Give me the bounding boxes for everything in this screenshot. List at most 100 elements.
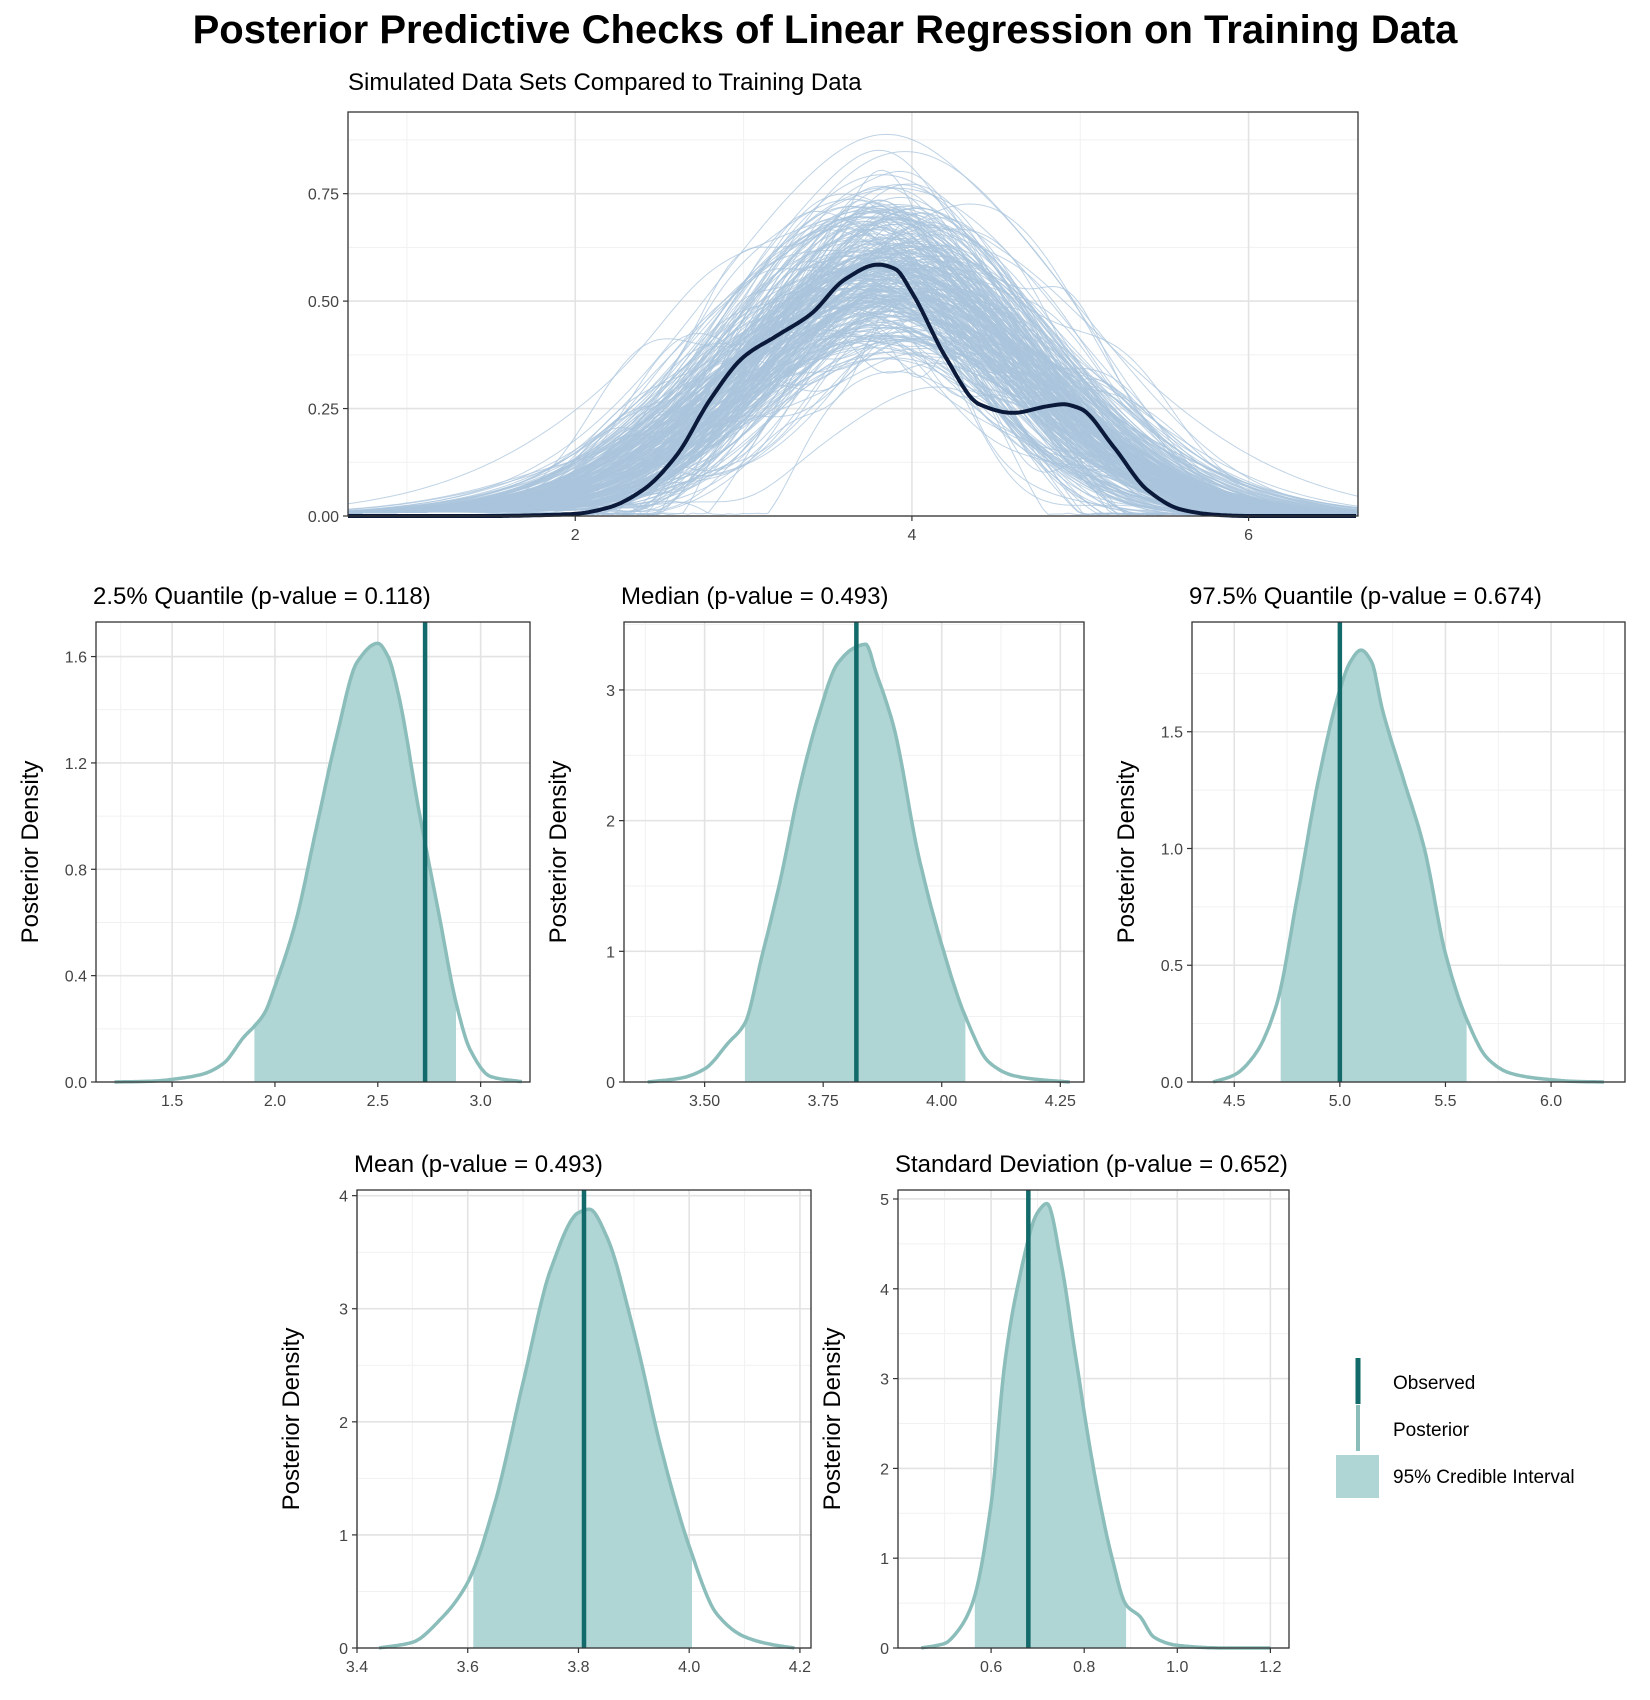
ppc-simulated-line xyxy=(348,268,1358,516)
ppc-x-tick-label: 6 xyxy=(1244,527,1253,544)
q975-x-tick-label: 6.0 xyxy=(1540,1093,1562,1110)
median-posterior-density-line xyxy=(647,642,1070,1084)
q975-y-tick-label: 1.5 xyxy=(1161,725,1183,742)
q975-credible-interval-area xyxy=(1280,650,1467,1082)
median-x-tick-label: 3.50 xyxy=(689,1093,720,1110)
q975-y-tick-label: 0.0 xyxy=(1161,1075,1183,1092)
mean-x-tick-label: 4.2 xyxy=(789,1659,811,1676)
ppc-y-tick-label: 0.25 xyxy=(308,402,339,419)
mean-x-tick-label: 4.0 xyxy=(678,1659,700,1676)
legend-ci-label: 95% Credible Interval xyxy=(1393,1467,1575,1488)
ppc-subtitle: Simulated Data Sets Compared to Training… xyxy=(348,69,862,96)
q025-y-axis-label: Posterior Density xyxy=(17,761,44,944)
ppc-simulated-line xyxy=(348,262,1358,515)
median-panel-border xyxy=(623,621,1085,1083)
mean-x-tick-label: 3.6 xyxy=(457,1659,479,1676)
q975-x-tick-label: 4.5 xyxy=(1223,1093,1245,1110)
legend-observed-label: Observed xyxy=(1393,1373,1475,1394)
q025-posterior-density-line xyxy=(114,641,523,1084)
ppc-simulated-line xyxy=(348,260,1358,514)
ppc-simulated-line xyxy=(348,193,1358,515)
ppc-x-tick-label: 2 xyxy=(571,527,580,544)
median-y-tick-label: 0 xyxy=(606,1075,615,1092)
q025-credible-interval-area xyxy=(254,643,456,1082)
mean-panel-border xyxy=(356,1189,812,1649)
q975-y-axis-label: Posterior Density xyxy=(1113,761,1140,944)
ppc-simulated-line xyxy=(348,218,1358,516)
mean-title: Mean (p-value = 0.493) xyxy=(354,1151,603,1178)
mean-x-tick-label: 3.4 xyxy=(346,1659,368,1676)
ppc-simulated-line xyxy=(348,133,1358,513)
ppc-simulated-lines xyxy=(348,133,1358,516)
median-x-tick-label: 4.25 xyxy=(1045,1093,1076,1110)
sd-y-tick-label: 4 xyxy=(880,1282,889,1299)
ppc-y-tick-label: 0.50 xyxy=(308,294,339,311)
mean-y-tick-label: 4 xyxy=(339,1189,348,1206)
q025-y-tick-label: 0.8 xyxy=(65,862,87,879)
q025-x-tick-label: 3.0 xyxy=(470,1093,492,1110)
mean-x-tick-label: 3.8 xyxy=(567,1659,589,1676)
figure-title: Posterior Predictive Checks of Linear Re… xyxy=(192,8,1458,52)
q025-y-tick-label: 1.6 xyxy=(65,650,87,667)
median-x-tick-label: 3.75 xyxy=(808,1093,839,1110)
median-y-axis-label: Posterior Density xyxy=(545,761,572,944)
sd-panel-border xyxy=(897,1189,1290,1649)
sd-y-tick-label: 0 xyxy=(880,1641,889,1658)
sd-x-tick-label: 1.0 xyxy=(1166,1659,1188,1676)
ppc-panel: 2 4 6 0.00 0.25 0.50 0.75 Simulated Data Sets C… xyxy=(308,69,1359,544)
sd-panel: 0.6 0.8 1.0 1.2 0 1 2 3 4 5 Standard Deviation (p-… xyxy=(819,1151,1290,1676)
ppc-simulated-line xyxy=(348,256,1358,513)
mean-y-axis-label: Posterior Density xyxy=(278,1328,305,1511)
legend-posterior-label: Posterior xyxy=(1393,1420,1470,1441)
ppc-simulated-line xyxy=(348,295,1358,516)
median-x-tick-label: 4.00 xyxy=(926,1093,957,1110)
sd-x-tick-label: 0.6 xyxy=(980,1659,1002,1676)
median-title: Median (p-value = 0.493) xyxy=(621,583,889,610)
ppc-simulated-line xyxy=(348,315,1358,516)
mean-y-tick-label: 1 xyxy=(339,1528,348,1545)
ppc-y-tick-label: 0.75 xyxy=(308,187,339,204)
ppc-simulated-line xyxy=(348,224,1358,516)
sd-y-tick-label: 1 xyxy=(880,1551,889,1568)
median-y-tick-label: 2 xyxy=(606,814,615,831)
q025-x-tick-label: 2.0 xyxy=(264,1093,286,1110)
sd-y-tick-label: 5 xyxy=(880,1192,889,1209)
sd-x-tick-label: 1.2 xyxy=(1259,1659,1281,1676)
ppc-simulated-line xyxy=(348,323,1358,514)
q975-panel-border xyxy=(1191,621,1626,1083)
q025-x-tick-label: 2.5 xyxy=(367,1093,389,1110)
ppc-simulated-line xyxy=(348,187,1358,513)
ppc-simulated-line xyxy=(348,294,1358,516)
q025-y-tick-label: 1.2 xyxy=(65,756,87,773)
legend: Observed Posterior 95% Credible Interval xyxy=(1336,1358,1575,1498)
mean-panel: 3.4 3.6 3.8 4.0 4.2 0 1 2 3 4 Mean (p-value = 0.49… xyxy=(278,1151,812,1676)
q975-panel: 4.5 5.0 5.5 6.0 0.0 0.5 1.0 1.5 97.5% Quantile (… xyxy=(1113,583,1626,1110)
q025-title: 2.5% Quantile (p-value = 0.118) xyxy=(93,583,431,610)
ppc-simulated-line xyxy=(348,239,1358,516)
mean-posterior-density-line xyxy=(378,1207,795,1650)
ppc-simulated-line xyxy=(348,223,1358,515)
ppc-y-tick-label: 0.00 xyxy=(308,509,339,526)
mean-y-tick-label: 3 xyxy=(339,1302,348,1319)
ppc-simulated-line xyxy=(348,244,1358,516)
median-y-tick-label: 1 xyxy=(606,944,615,961)
q975-x-tick-label: 5.5 xyxy=(1434,1093,1456,1110)
q975-y-tick-label: 0.5 xyxy=(1161,958,1183,975)
q975-posterior-density-line xyxy=(1212,648,1604,1084)
ppc-simulated-line xyxy=(348,280,1358,515)
q025-y-tick-label: 0.0 xyxy=(65,1075,87,1092)
ppc-panel-border xyxy=(347,111,1359,517)
median-y-tick-label: 3 xyxy=(606,683,615,700)
q025-y-tick-label: 0.4 xyxy=(65,969,87,986)
q025-panel-border xyxy=(95,621,531,1083)
legend-ci-key xyxy=(1336,1455,1379,1498)
sd-y-tick-label: 2 xyxy=(880,1461,889,1478)
q975-title: 97.5% Quantile (p-value = 0.674) xyxy=(1189,583,1542,610)
mean-y-tick-label: 0 xyxy=(339,1641,348,1658)
ppc-simulated-line xyxy=(348,315,1358,510)
q025-x-tick-label: 1.5 xyxy=(161,1093,183,1110)
sd-y-axis-label: Posterior Density xyxy=(819,1328,846,1511)
q975-y-tick-label: 1.0 xyxy=(1161,841,1183,858)
median-panel: 3.50 3.75 4.00 4.25 0 1 2 3 Median (p-value = 0.… xyxy=(545,583,1085,1110)
